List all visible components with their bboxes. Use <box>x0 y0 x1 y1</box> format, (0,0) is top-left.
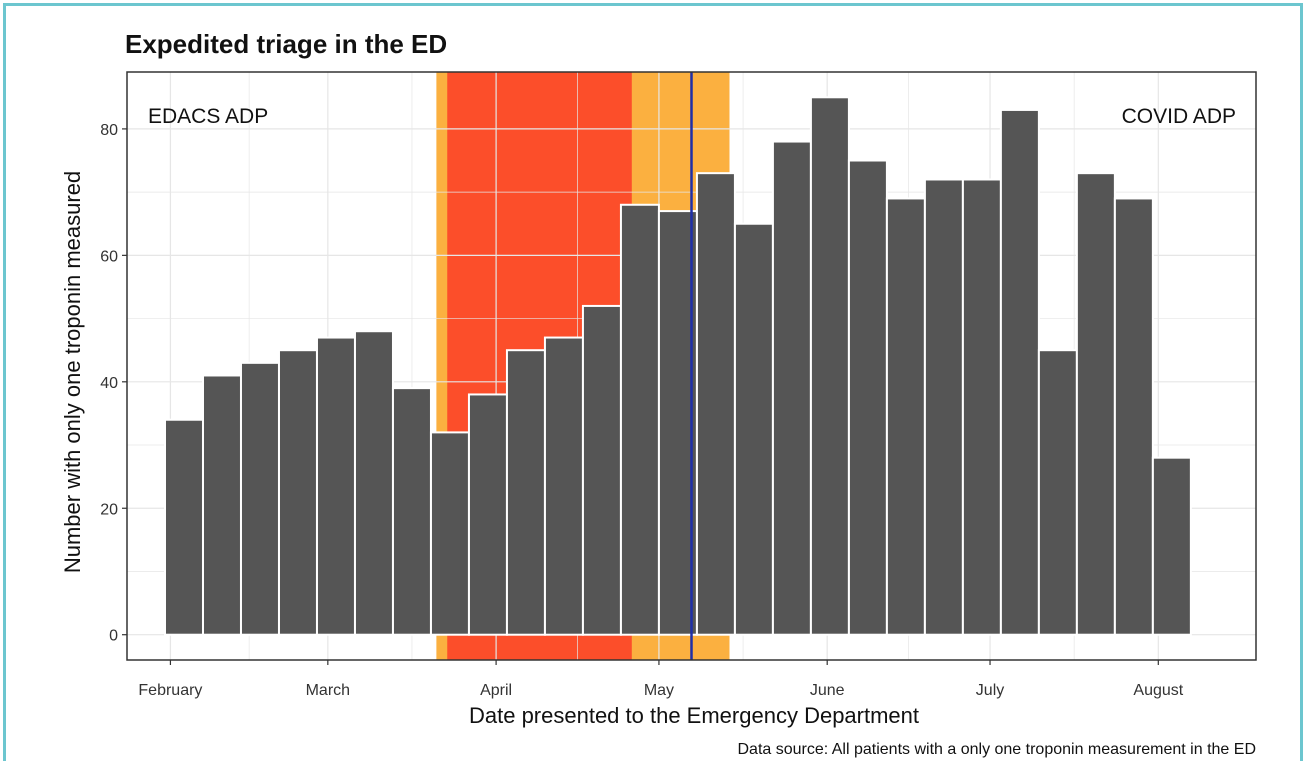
y-axis-ticks: 0 20 40 60 80 <box>100 122 127 645</box>
bar-week-2020-02-03 <box>163 418 204 636</box>
y-tick-label-20: 20 <box>100 501 118 518</box>
data-source-caption: Data source: All patients with a only on… <box>737 741 1256 758</box>
bar-week-2020-03-09 <box>353 330 394 636</box>
x-tick-label-august: August <box>1133 682 1183 699</box>
bar-week-2020-07-06 <box>999 108 1040 636</box>
bar-week-2020-05-25 <box>771 140 812 636</box>
bar-week-2020-03-16 <box>391 387 432 636</box>
y-axis-label: Number with only one troponin measured <box>60 171 85 573</box>
bar-week-2020-06-08 <box>847 159 888 636</box>
annotation-left: EDACS ADP <box>148 105 268 128</box>
bar-week-2020-04-06 <box>505 349 546 636</box>
x-tick-label-june: June <box>810 682 845 699</box>
y-tick-label-0: 0 <box>109 628 118 645</box>
annotation-right: COVID ADP <box>1122 105 1236 128</box>
bar-chart: 0 20 40 60 80 February March April May June July A… <box>60 29 1257 758</box>
x-tick-label-february: February <box>138 682 202 699</box>
panel-border <box>126 71 1257 661</box>
bar-week-2020-06-29 <box>961 178 1002 636</box>
bar-week-2020-07-27 <box>1113 197 1154 636</box>
bar-week-2020-02-10 <box>201 374 242 636</box>
bar-week-2020-03-02 <box>315 336 356 636</box>
bar-week-2020-03-23 <box>429 431 470 636</box>
bar-week-2020-07-20 <box>1075 172 1116 636</box>
bar-week-2020-02-17 <box>239 361 280 636</box>
x-tick-label-july: July <box>976 682 1004 699</box>
x-tick-label-april: April <box>480 682 512 699</box>
x-tick-label-may: May <box>644 682 674 699</box>
bar-week-2020-03-30 <box>467 393 508 636</box>
y-tick-label-60: 60 <box>100 248 118 265</box>
chart-frame: 0 20 40 60 80 February March April May June July A… <box>3 3 1303 761</box>
y-tick-label-40: 40 <box>100 375 118 392</box>
chart-title: Expedited triage in the ED <box>125 29 447 59</box>
bar-week-2020-07-13 <box>1037 349 1078 636</box>
bar-week-2020-06-01 <box>809 96 850 636</box>
bar-week-2020-02-24 <box>277 349 318 636</box>
bar-week-2020-04-13 <box>543 336 584 636</box>
bars <box>163 96 1192 636</box>
x-axis-ticks: February March April May June July August <box>138 660 1184 699</box>
bar-week-2020-08-03 <box>1151 456 1192 636</box>
x-tick-label-march: March <box>306 682 350 699</box>
bar-week-2020-06-22 <box>923 178 964 636</box>
bar-week-2020-06-15 <box>885 197 926 636</box>
x-axis-label: Date presented to the Emergency Departme… <box>469 703 919 728</box>
bar-week-2020-04-27 <box>619 203 660 636</box>
bar-week-2020-05-18 <box>733 222 774 636</box>
bar-week-2020-04-20 <box>581 304 622 636</box>
bar-week-2020-05-11 <box>695 172 736 636</box>
y-tick-label-80: 80 <box>100 122 118 139</box>
